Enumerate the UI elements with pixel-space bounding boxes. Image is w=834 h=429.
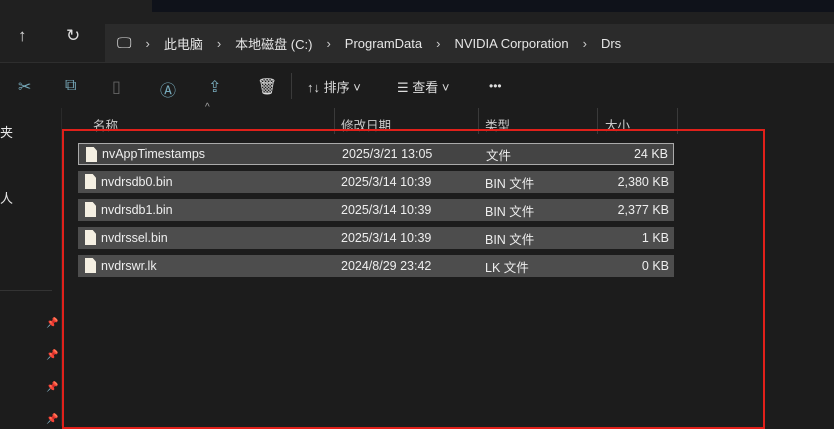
sort-label: 排序: [323, 80, 350, 95]
column-divider[interactable]: [677, 108, 678, 134]
breadcrumb-item[interactable]: 此电脑: [163, 36, 203, 52]
file-size: 0 KB: [641, 259, 669, 273]
address-bar[interactable]: 🖵 › 此电脑 › 本地磁盘 (C:) › ProgramData › NVIDIA C…: [105, 24, 834, 62]
rename-icon[interactable]: Ⓐ: [160, 83, 177, 100]
sort-ascending-icon: ^: [205, 102, 210, 113]
title-bar: [0, 0, 834, 12]
file-name: nvdrssel.bin: [101, 231, 168, 245]
navigation-bar: ↑ ↻ 🖵 › 此电脑 › 本地磁盘 (C:) › ProgramData › NVID…: [0, 12, 834, 62]
file-icon: [85, 174, 96, 189]
command-bar: ✂ ⧉ ▯ Ⓐ ⇪ 🗑 ↑↓ 排序 ˅ ☰ 查看 ˅ •••: [0, 62, 834, 108]
file-date: 2025/3/14 10:39: [341, 175, 432, 189]
file-name: nvdrsdb1.bin: [101, 203, 173, 217]
pin-icon[interactable]: 📌: [46, 350, 59, 361]
file-size: 1 KB: [641, 231, 669, 245]
sort-icon: ↑↓: [307, 80, 320, 95]
file-row[interactable]: nvdrssel.bin 2025/3/14 10:39 BIN 文件 1 KB: [78, 227, 674, 249]
file-icon: [85, 202, 96, 217]
computer-icon[interactable]: 🖵: [117, 34, 132, 52]
file-row[interactable]: nvdrsdb1.bin 2025/3/14 10:39 BIN 文件 2,377 K…: [78, 199, 674, 221]
sidebar: 夹 人 📌 📌 📌 📌: [0, 108, 62, 426]
file-type: 文件: [486, 148, 512, 163]
pin-icon[interactable]: 📌: [46, 382, 59, 393]
more-button[interactable]: •••: [489, 79, 502, 93]
file-size: 24 KB: [633, 147, 668, 161]
file-icon: [85, 258, 96, 273]
copy-icon[interactable]: ⧉: [65, 77, 77, 94]
pin-icon[interactable]: 📌: [46, 414, 59, 425]
breadcrumb-item[interactable]: NVIDIA Corporation: [454, 35, 569, 51]
file-type: LK 文件: [485, 260, 529, 275]
search-box[interactable]: [152, 0, 834, 12]
paste-icon[interactable]: ▯: [112, 79, 121, 96]
file-size: 2,380 KB: [617, 175, 669, 189]
file-type: BIN 文件: [485, 232, 535, 247]
up-arrow-icon[interactable]: ↑: [18, 26, 27, 45]
file-icon: [86, 147, 97, 162]
breadcrumb-item[interactable]: ProgramData: [344, 35, 423, 51]
refresh-icon[interactable]: ↻: [66, 26, 81, 45]
file-type: BIN 文件: [485, 176, 535, 191]
view-label: 查看: [412, 80, 439, 95]
divider: [291, 73, 292, 99]
file-date: 2025/3/21 13:05: [342, 147, 433, 161]
file-date: 2025/3/14 10:39: [341, 231, 432, 245]
pin-icon[interactable]: 📌: [46, 318, 59, 329]
file-row[interactable]: nvAppTimestamps 2025/3/21 13:05 文件 24 KB: [78, 143, 674, 165]
view-icon: ☰: [397, 80, 409, 95]
cut-icon[interactable]: ✂: [18, 79, 32, 96]
column-divider[interactable]: [478, 108, 479, 134]
file-row[interactable]: nvdrsdb0.bin 2025/3/14 10:39 BIN 文件 2,380 K…: [78, 171, 674, 193]
column-divider[interactable]: [597, 108, 598, 134]
delete-icon[interactable]: 🗑: [257, 79, 278, 96]
file-size: 2,377 KB: [617, 203, 669, 217]
file-name: nvdrsdb0.bin: [101, 175, 173, 189]
file-date: 2024/8/29 23:42: [341, 259, 432, 273]
sidebar-item[interactable]: 人: [0, 191, 14, 206]
file-icon: [85, 230, 96, 245]
sidebar-item[interactable]: 夹: [0, 125, 14, 140]
file-name: nvAppTimestamps: [102, 147, 206, 161]
file-name: nvdrswr.lk: [101, 259, 157, 273]
file-date: 2025/3/14 10:39: [341, 203, 432, 217]
sort-button[interactable]: ↑↓ 排序 ˅: [307, 80, 361, 95]
column-divider[interactable]: [334, 108, 335, 134]
view-button[interactable]: ☰ 查看 ˅: [397, 80, 450, 95]
breadcrumb-item[interactable]: 本地磁盘 (C:): [235, 36, 313, 52]
breadcrumb-item[interactable]: Drs: [600, 35, 622, 51]
file-type: BIN 文件: [485, 204, 535, 219]
file-row[interactable]: nvdrswr.lk 2024/8/29 23:42 LK 文件 0 KB: [78, 255, 674, 277]
share-icon[interactable]: ⇪: [208, 79, 222, 96]
divider: [0, 290, 52, 291]
